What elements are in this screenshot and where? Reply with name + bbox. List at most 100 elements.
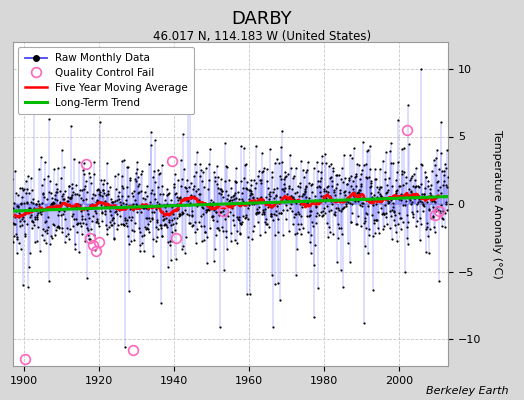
Point (379, 158, 388, 164)
Point (281, 185, 289, 191)
Point (413, 208, 422, 214)
Point (97, 193, 106, 199)
Point (386, 207, 394, 214)
Point (357, 203, 366, 209)
Point (378, 210, 387, 216)
Point (2, 211, 10, 217)
Point (377, 184, 386, 190)
Point (109, 214, 117, 221)
Point (25, 189, 33, 196)
Point (97, 177, 105, 184)
Point (210, 168, 218, 175)
Point (288, 208, 297, 214)
Point (391, 190, 400, 196)
Point (169, 180, 178, 187)
Point (355, 187, 363, 194)
Point (353, 221, 361, 228)
Point (175, 213, 183, 219)
Point (113, 210, 122, 217)
Point (173, 200, 182, 207)
Point (396, 215, 405, 221)
Point (201, 200, 209, 206)
Point (90, 171, 98, 177)
Point (269, 189, 278, 195)
Point (312, 204, 321, 210)
Point (96, 205, 105, 212)
Point (177, 209, 185, 216)
Point (271, 160, 279, 167)
Point (109, 199, 117, 206)
Point (208, 214, 216, 220)
Point (96, 192, 104, 198)
Point (356, 176, 364, 182)
Point (6, 245, 14, 251)
Point (11, 220, 19, 227)
Point (3, 213, 12, 219)
Point (239, 198, 247, 204)
Point (307, 208, 315, 214)
Point (399, 218, 407, 225)
Point (74, 159, 83, 166)
Point (99, 181, 107, 187)
Point (300, 200, 308, 206)
Point (42, 240, 50, 246)
Point (240, 202, 248, 208)
Point (107, 216, 116, 223)
Point (322, 195, 331, 201)
Point (443, 184, 451, 190)
Point (437, 202, 445, 208)
Point (323, 184, 331, 190)
Point (167, 238, 176, 245)
Point (200, 184, 209, 190)
Point (333, 172, 342, 178)
Point (31, 215, 39, 222)
Point (439, 216, 447, 222)
Point (63, 202, 71, 209)
Point (332, 205, 341, 212)
Point (136, 248, 145, 254)
Point (45, 278, 53, 284)
Point (254, 219, 263, 225)
Point (150, 190, 159, 197)
Point (126, 177, 135, 184)
Point (44, 223, 52, 230)
Point (75, 249, 83, 256)
Point (36, 248, 44, 254)
Point (220, 205, 228, 211)
Point (39, 190, 47, 196)
Point (93, 197, 102, 204)
Point (70, 156, 79, 162)
Point (209, 199, 217, 205)
Point (412, 223, 421, 229)
Point (84, 232, 93, 238)
Point (318, 212, 326, 219)
Point (132, 178, 140, 184)
Point (32, 212, 41, 218)
Point (417, 181, 425, 188)
Point (205, 177, 213, 183)
Point (153, 234, 161, 240)
Point (185, 200, 194, 207)
Point (68, 181, 76, 188)
Point (92, 209, 101, 216)
Point (112, 186, 120, 192)
Point (310, 197, 319, 204)
Point (217, 208, 225, 215)
Point (381, 189, 390, 196)
Point (40, 237, 48, 243)
Point (189, 185, 197, 192)
Point (263, 178, 271, 184)
Point (21, 190, 30, 196)
Point (292, 210, 300, 217)
Point (115, 206, 123, 213)
Point (326, 161, 335, 167)
Point (146, 202, 154, 209)
Point (277, 209, 286, 216)
Point (245, 186, 253, 193)
Point (45, 189, 53, 195)
Point (335, 190, 344, 196)
Point (34, 214, 42, 220)
Point (53, 197, 61, 204)
Point (180, 166, 188, 172)
Point (176, 194, 184, 200)
